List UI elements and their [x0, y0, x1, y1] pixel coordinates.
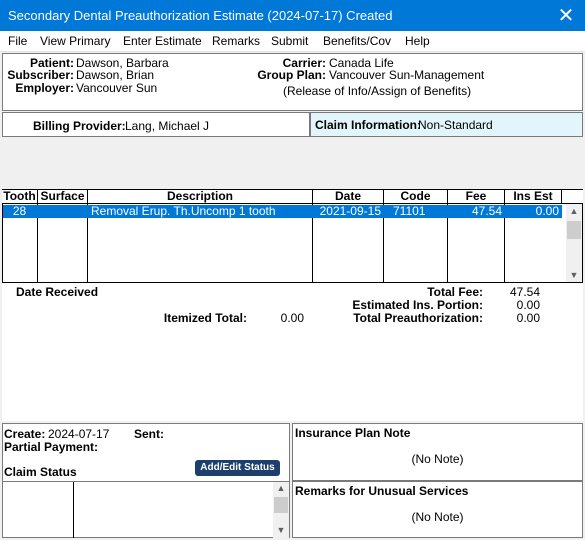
release-note: (Release of Info/Assign of Benefits)	[283, 84, 472, 98]
scrollbar-thumb[interactable]	[567, 221, 581, 239]
billing-provider-panel: Billing Provider: Lang, Michael J	[2, 112, 310, 137]
header-date[interactable]: Date	[313, 190, 384, 204]
header-description[interactable]: Description	[88, 190, 313, 204]
table-row[interactable]	[3, 205, 562, 218]
cell-surface	[40, 205, 86, 218]
claim-status-list[interactable]: ▲ ▼	[3, 481, 289, 538]
menu-benefits-cov[interactable]: Benefits/Cov	[323, 34, 392, 48]
claim-info-label: Claim Information:	[315, 118, 422, 132]
estimated-ins-label: Estimated Ins. Portion:	[352, 298, 483, 312]
remarks-value: (No Note)	[411, 510, 464, 524]
claim-status-panel: Create: 2024-07-17 Sent: Partial Payment…	[2, 423, 290, 538]
menu-bar: File View Primary Enter Estimate Remarks…	[0, 31, 585, 52]
billing-provider-label: Billing Provider:	[33, 119, 126, 133]
insurance-plan-note-panel: Insurance Plan Note (No Note)	[292, 423, 583, 481]
cell-description: Removal Erup. Th.Uncomp 1 tooth	[91, 204, 276, 218]
create-value: 2024-07-17	[48, 427, 110, 441]
column-divider	[88, 204, 313, 282]
column-divider	[384, 204, 448, 282]
subscriber-value: Dawson, Brian	[76, 68, 155, 82]
window-title: Secondary Dental Preauthorization Estima…	[8, 8, 393, 23]
menu-help[interactable]: Help	[405, 34, 430, 48]
header-fee[interactable]: Fee	[448, 190, 505, 204]
add-edit-status-button[interactable]: Add/Edit Status	[195, 460, 280, 476]
scroll-down-icon[interactable]: ▼	[569, 270, 579, 280]
remarks-label: Remarks for Unusual Services	[295, 484, 469, 498]
cell-date: 2021-09-15	[319, 204, 381, 218]
procedures-grid	[2, 189, 583, 283]
column-divider	[38, 204, 88, 282]
total-preauth-label: Total Preauthorization:	[353, 311, 483, 325]
subscriber-label: Subscriber:	[7, 68, 74, 82]
column-divider	[2, 204, 38, 282]
close-icon[interactable]: ✕	[557, 5, 575, 27]
scroll-down-icon[interactable]: ▼	[276, 525, 286, 535]
total-fee-label: Total Fee:	[427, 285, 483, 299]
itemized-total-label: Itemized Total:	[163, 311, 247, 325]
scroll-up-icon[interactable]: ▲	[569, 206, 579, 216]
title-bar: Secondary Dental Preauthorization Estima…	[0, 0, 585, 31]
menu-enter-estimate[interactable]: Enter Estimate	[123, 34, 202, 48]
column-divider	[313, 204, 384, 282]
itemized-total-value: 0.00	[280, 311, 304, 325]
total-fee-value: 47.54	[509, 285, 540, 299]
menu-remarks[interactable]: Remarks	[212, 34, 261, 48]
carrier-label: Carrier:	[282, 56, 326, 70]
cell-tooth: 28	[12, 204, 27, 218]
plan-note-label: Insurance Plan Note	[295, 426, 411, 440]
header-tooth[interactable]: Tooth	[2, 190, 38, 204]
scroll-up-icon[interactable]: ▲	[276, 483, 286, 493]
carrier-value: Canada Life	[329, 56, 394, 70]
column-divider	[448, 204, 505, 282]
employer-value: Vancouver Sun	[76, 81, 158, 95]
billing-provider-value: Lang, Michael J	[125, 119, 210, 133]
partial-payment-label: Partial Payment:	[4, 440, 99, 454]
employer-label: Employer:	[15, 81, 74, 95]
header-filler	[562, 190, 583, 204]
group-plan-value: Vancouver Sun-Management	[329, 68, 485, 82]
grid-scrollbar[interactable]: ▲ ▼	[566, 204, 582, 282]
header-surface[interactable]: Surface	[38, 190, 88, 204]
cell-code: 71101	[393, 204, 426, 218]
total-preauth-value: 0.00	[516, 311, 540, 325]
scrollbar-thumb[interactable]	[274, 497, 288, 513]
claim-info-value: Non-Standard	[418, 118, 493, 132]
group-plan-label: Group Plan:	[257, 68, 326, 82]
totals-panel: Date Received Itemized Total: 0.00 Total…	[2, 283, 583, 421]
remarks-panel: Remarks for Unusual Services (No Note)	[292, 481, 583, 538]
patient-info-panel: Patient: Dawson, Barbara Subscriber: Daw…	[2, 53, 583, 111]
menu-submit[interactable]: Submit	[271, 34, 309, 48]
menu-file[interactable]: File	[8, 34, 28, 48]
sent-label: Sent:	[134, 427, 164, 441]
header-code[interactable]: Code	[384, 190, 448, 204]
create-label: Create:	[4, 427, 46, 441]
date-received-label: Date Received	[16, 285, 99, 299]
claim-status-label: Claim Status	[4, 465, 77, 479]
patient-label: Patient:	[29, 56, 74, 70]
column-divider	[73, 482, 74, 538]
claim-info-panel: Claim Information: Non-Standard	[310, 112, 583, 137]
cell-ins-est: 0.00	[535, 204, 559, 218]
cell-fee: 47.54	[471, 204, 502, 218]
status-scrollbar[interactable]: ▲ ▼	[273, 482, 289, 538]
header-ins-est[interactable]: Ins Est	[505, 190, 562, 204]
plan-note-value: (No Note)	[411, 452, 464, 466]
menu-view-primary[interactable]: View Primary	[40, 34, 111, 48]
patient-value: Dawson, Barbara	[76, 56, 169, 70]
estimated-ins-value: 0.00	[516, 298, 540, 312]
